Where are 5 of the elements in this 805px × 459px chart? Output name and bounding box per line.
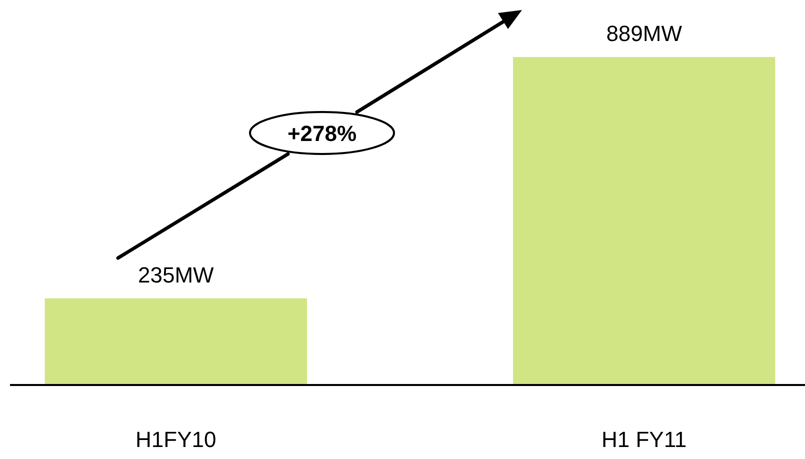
data-label: 889MW: [606, 21, 682, 46]
x-tick-label: H1FY10: [136, 427, 216, 452]
annotation: +278%: [287, 121, 357, 146]
data-label: 235MW: [138, 262, 214, 288]
x-tick-label: H1 FY11: [601, 427, 687, 452]
